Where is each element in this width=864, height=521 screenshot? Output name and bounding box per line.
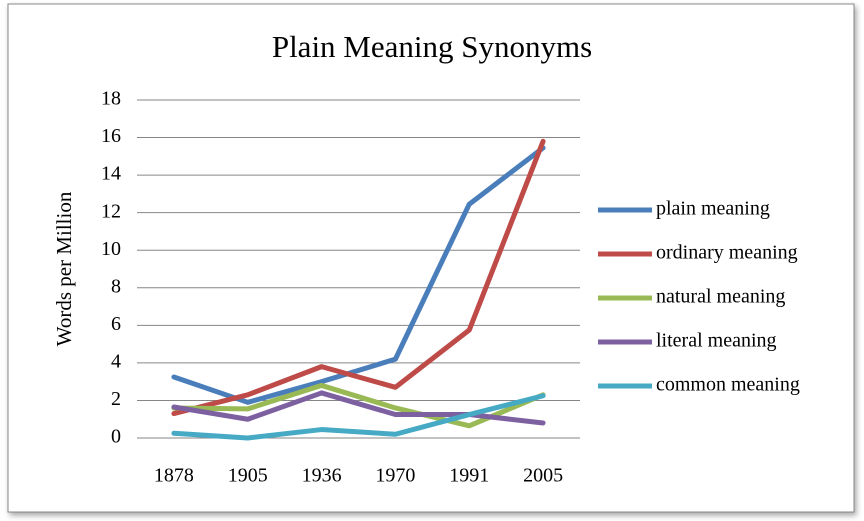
legend-label: ordinary meaning bbox=[656, 242, 798, 264]
y-tick-label: 18 bbox=[101, 88, 121, 110]
x-tick-label: 1905 bbox=[228, 465, 268, 487]
y-tick-label: 14 bbox=[101, 163, 121, 185]
x-tick-label: 1878 bbox=[154, 465, 194, 487]
legend-label: plain meaning bbox=[656, 198, 770, 220]
y-tick-label: 8 bbox=[111, 275, 121, 297]
y-tick-label: 16 bbox=[101, 125, 121, 147]
y-tick-label: 2 bbox=[111, 388, 121, 410]
chart-title: Plain Meaning Synonyms bbox=[272, 29, 592, 64]
y-tick-label: 10 bbox=[101, 238, 121, 260]
chart-frame bbox=[7, 3, 855, 513]
x-tick-label: 1991 bbox=[449, 465, 489, 487]
x-tick-label: 1970 bbox=[375, 465, 415, 487]
y-axis-label: Words per Million bbox=[52, 191, 76, 346]
legend-label: common meaning bbox=[656, 374, 800, 396]
legend-label: literal meaning bbox=[656, 330, 777, 352]
x-tick-label: 2005 bbox=[523, 465, 563, 487]
series-line bbox=[171, 382, 546, 429]
y-tick-label: 6 bbox=[111, 313, 121, 335]
y-tick-label: 12 bbox=[101, 200, 121, 222]
y-tick-label: 0 bbox=[111, 426, 121, 448]
x-tick-label: 1936 bbox=[302, 465, 342, 487]
series-line bbox=[171, 393, 546, 441]
series-line bbox=[171, 138, 546, 417]
series-line bbox=[171, 390, 546, 426]
legend-label: natural meaning bbox=[656, 286, 785, 308]
y-tick-label: 4 bbox=[111, 350, 121, 372]
